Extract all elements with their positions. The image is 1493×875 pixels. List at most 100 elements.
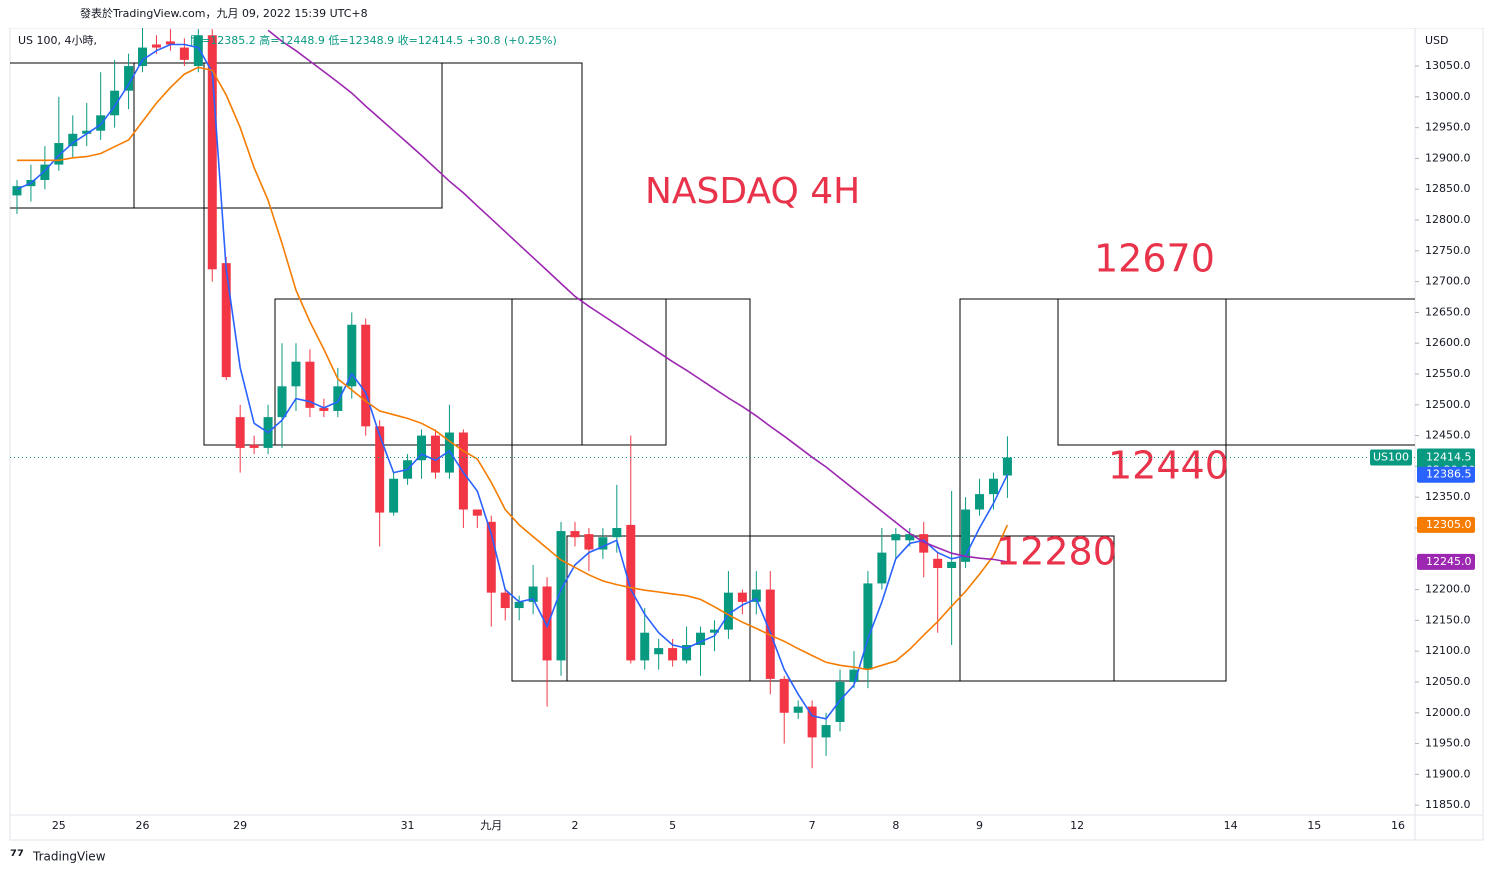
candle-body	[626, 524, 636, 661]
x-tick-label: 15	[1307, 819, 1321, 832]
candle-body	[40, 164, 50, 180]
currency: USD	[1425, 34, 1449, 47]
x-tick-label: 14	[1224, 819, 1238, 832]
x-tick-label: 9	[976, 819, 983, 832]
y-tick-label: 12650.0	[1425, 305, 1471, 318]
y-tick-label: 12600.0	[1425, 336, 1471, 349]
candle-body	[905, 534, 915, 541]
x-tick-label: 7	[809, 819, 816, 832]
x-tick-label: 九月	[480, 819, 502, 832]
y-tick-label: 13050.0	[1425, 59, 1471, 72]
candle-body	[570, 531, 580, 538]
y-tick-label: 13000.0	[1425, 90, 1471, 103]
header-background	[10, 0, 1483, 28]
candle-body	[486, 521, 496, 593]
candle-body	[933, 558, 943, 569]
candle-body	[737, 592, 747, 602]
candle-body	[696, 632, 706, 646]
footer: TradingView	[32, 850, 106, 864]
candle-body	[961, 509, 971, 562]
candle-body	[305, 361, 315, 408]
candle-body	[891, 534, 901, 541]
candle-body	[151, 44, 161, 48]
candle-body	[1002, 457, 1012, 476]
y-tick-label: 11950.0	[1425, 737, 1471, 750]
logo-mark: ⁷⁷	[10, 847, 24, 866]
y-tick-label: 12800.0	[1425, 213, 1471, 226]
zone-box	[203, 62, 583, 446]
candle-body	[375, 426, 385, 513]
candle-body	[472, 509, 482, 516]
zone-box	[1057, 298, 1227, 446]
candle-body	[68, 133, 78, 147]
candle-body	[333, 386, 343, 411]
candle-body	[96, 115, 106, 131]
candle-body	[542, 586, 552, 661]
candle-body	[919, 534, 929, 553]
candle-body	[179, 47, 189, 60]
y-tick-label: 12900.0	[1425, 151, 1471, 164]
candle-body	[682, 645, 692, 661]
zone-box	[133, 62, 443, 209]
candle-body	[193, 35, 203, 67]
symbol-badge: US100	[1373, 450, 1409, 463]
x-tick-label: 25	[52, 819, 66, 832]
price-badge-label: 12245.0	[1426, 555, 1472, 568]
candle-body	[347, 324, 357, 387]
y-tick-label: 12200.0	[1425, 583, 1471, 596]
x-tick-label: 2	[571, 819, 578, 832]
candle-body	[249, 444, 259, 448]
candle-body	[12, 186, 22, 196]
candle-body	[584, 534, 594, 550]
candle-body	[668, 648, 678, 661]
last-price-label: 12414.5	[1426, 450, 1472, 463]
x-tick-label: 16	[1391, 819, 1405, 832]
zone-box	[274, 298, 667, 446]
candle-body	[528, 586, 538, 602]
y-tick-label: 12100.0	[1425, 644, 1471, 657]
indicator-line	[16, 43, 1009, 720]
candle-body	[598, 537, 608, 550]
chart-title: NASDAQ 4H	[645, 171, 860, 212]
candle-body	[361, 324, 371, 427]
x-tick-label: 12	[1070, 819, 1084, 832]
source: 發表於TradingView.com，九月 09, 2022 15:39 UTC…	[80, 6, 368, 20]
candle-body	[277, 386, 287, 418]
y-tick-label: 12950.0	[1425, 121, 1471, 134]
candle-body	[291, 361, 301, 387]
candle-body	[975, 494, 985, 510]
candle-body	[751, 589, 761, 602]
candle-body	[863, 583, 873, 670]
candle-body	[793, 706, 803, 713]
price-badge	[1417, 553, 1475, 570]
symbol-badge-bg	[1370, 449, 1412, 466]
x-tick-label: 5	[669, 819, 676, 832]
candle-body	[389, 478, 399, 513]
x-tick-label: 29	[233, 819, 247, 832]
candle-body	[430, 435, 440, 473]
candle-body	[821, 725, 831, 738]
annotation: 12440	[1108, 444, 1229, 488]
candle-body	[514, 601, 524, 609]
y-tick-label: 12850.0	[1425, 182, 1471, 195]
annotation: 12670	[1094, 237, 1215, 281]
candle-body	[988, 478, 998, 495]
candle-body	[207, 35, 217, 270]
ohlc-readout: 開=12385.2 高=12448.9 低=12348.9 收=12414.5 …	[190, 33, 557, 47]
candle-body	[640, 632, 650, 661]
candle-body	[54, 143, 64, 165]
candle-body	[165, 41, 175, 45]
x-tick-label: 26	[136, 819, 150, 832]
candle-body	[835, 681, 845, 722]
candle-body	[947, 561, 957, 569]
y-tick-label: 12350.0	[1425, 490, 1471, 503]
y-tick-label: 12150.0	[1425, 613, 1471, 626]
candle-body	[82, 130, 92, 134]
indicator-line	[267, 29, 1008, 563]
candle-body	[221, 263, 231, 378]
candle-body	[709, 629, 719, 633]
candle-body	[138, 47, 148, 67]
y-tick-label: 12750.0	[1425, 244, 1471, 257]
y-tick-label: 11900.0	[1425, 767, 1471, 780]
